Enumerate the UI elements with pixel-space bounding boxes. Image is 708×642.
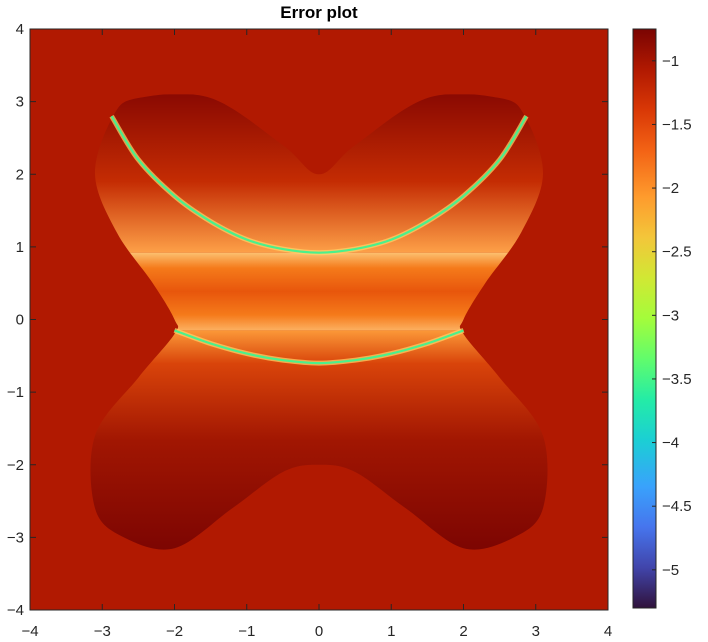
y-tick-label: −1 bbox=[7, 384, 24, 401]
x-tick-label: 3 bbox=[532, 623, 540, 640]
colorbar-tick-label: −3.5 bbox=[662, 371, 692, 388]
colorbar-axis: −5 −4.5 −4 −3.5 −3 −2.5 −2 −1.5 −1 bbox=[652, 53, 692, 579]
x-tick-label: 4 bbox=[604, 623, 612, 640]
y-tick-label: 2 bbox=[16, 166, 24, 183]
y-tick-label: 1 bbox=[16, 239, 24, 256]
x-tick-label: −3 bbox=[94, 623, 111, 640]
colorbar-tick-label: −3 bbox=[662, 307, 679, 324]
x-tick-label: 2 bbox=[459, 623, 467, 640]
y-tick-label: 0 bbox=[16, 312, 24, 329]
x-tick-label: 0 bbox=[315, 623, 323, 640]
y-tick-label: 3 bbox=[16, 94, 24, 111]
min-error-curve-1 bbox=[110, 115, 528, 254]
y-tick-label: 4 bbox=[16, 21, 24, 38]
x-axis: −4 −3 −2 −1 0 1 2 3 4 bbox=[21, 29, 612, 640]
x-tick-label: 1 bbox=[387, 623, 395, 640]
colorbar-tick-label: −4.5 bbox=[662, 498, 692, 515]
y-tick-label: −4 bbox=[7, 602, 24, 619]
colorbar-tick-label: −4 bbox=[662, 435, 679, 452]
colorbar-tick-label: −1.5 bbox=[662, 116, 692, 133]
x-tick-label: −4 bbox=[21, 623, 38, 640]
plot-area bbox=[30, 29, 608, 610]
colorbar-tick-label: −1 bbox=[662, 53, 679, 70]
colorbar-tick-label: −5 bbox=[662, 562, 679, 579]
min-error-curve-2 bbox=[174, 329, 464, 365]
x-tick-label: −2 bbox=[166, 623, 183, 640]
y-tick-label: −2 bbox=[7, 457, 24, 474]
y-tick-label: −3 bbox=[7, 529, 24, 546]
colorbar-tick-label: −2 bbox=[662, 180, 679, 197]
y-axis: −4 −3 −2 −1 0 1 2 3 4 bbox=[7, 21, 608, 619]
x-tick-label: −1 bbox=[238, 623, 255, 640]
chart-title: Error plot bbox=[280, 3, 358, 22]
colorbar-tick-label: −2.5 bbox=[662, 244, 692, 261]
colorbar bbox=[632, 28, 657, 609]
